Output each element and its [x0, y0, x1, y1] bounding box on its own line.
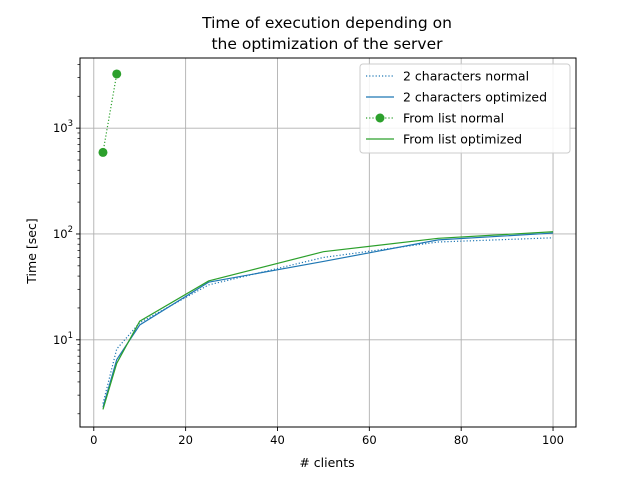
series-from-list-optimized-line	[102, 231, 554, 410]
y-tick-base: 10	[53, 333, 68, 347]
legend-from-list-optimized-label: From list optimized	[403, 132, 522, 147]
chart-title-line-2: the optimization of the server	[211, 35, 443, 53]
y-tick-exponent: 1	[68, 331, 73, 341]
chart-title-line-1: Time of execution depending on	[201, 14, 452, 32]
x-axis-label: # clients	[299, 455, 354, 470]
data-series	[98, 69, 554, 410]
x-tick-label: 0	[90, 433, 97, 447]
x-tick-label: 60	[362, 433, 377, 447]
x-tick-label: 20	[178, 433, 193, 447]
y-tick-base: 10	[53, 121, 68, 135]
legend-box	[359, 63, 571, 154]
y-tick-exponent: 3	[68, 119, 73, 129]
series-from-list-normal-line	[102, 73, 118, 153]
legend-from-list-normal-marker	[375, 113, 385, 123]
series-2-characters-normal-line	[102, 237, 554, 404]
y-tick-label: 101	[53, 331, 73, 347]
y-tick-label: 102	[53, 225, 73, 241]
y-tick-base: 10	[53, 227, 68, 241]
series-from-list-normal-point	[112, 69, 122, 79]
x-tick-label: 80	[454, 433, 469, 447]
series-from-list-normal-point	[98, 147, 108, 157]
legend-2-characters-normal-label: 2 characters normal	[403, 69, 529, 84]
x-tick-label: 100	[542, 433, 564, 447]
y-axis-label: Time [sec]	[24, 218, 39, 284]
y-tick-exponent: 2	[68, 225, 73, 235]
y-tick-label: 103	[53, 119, 73, 135]
legend-from-list-normal-label: From list normal	[403, 111, 504, 126]
legend: 2 characters normal 2 characters optimize…	[359, 63, 571, 154]
series-2-characters-optimized-line	[102, 232, 554, 408]
legend-2-characters-optimized-label: 2 characters optimized	[403, 90, 547, 105]
plot-frame	[79, 57, 577, 428]
x-tick-label: 40	[270, 433, 285, 447]
